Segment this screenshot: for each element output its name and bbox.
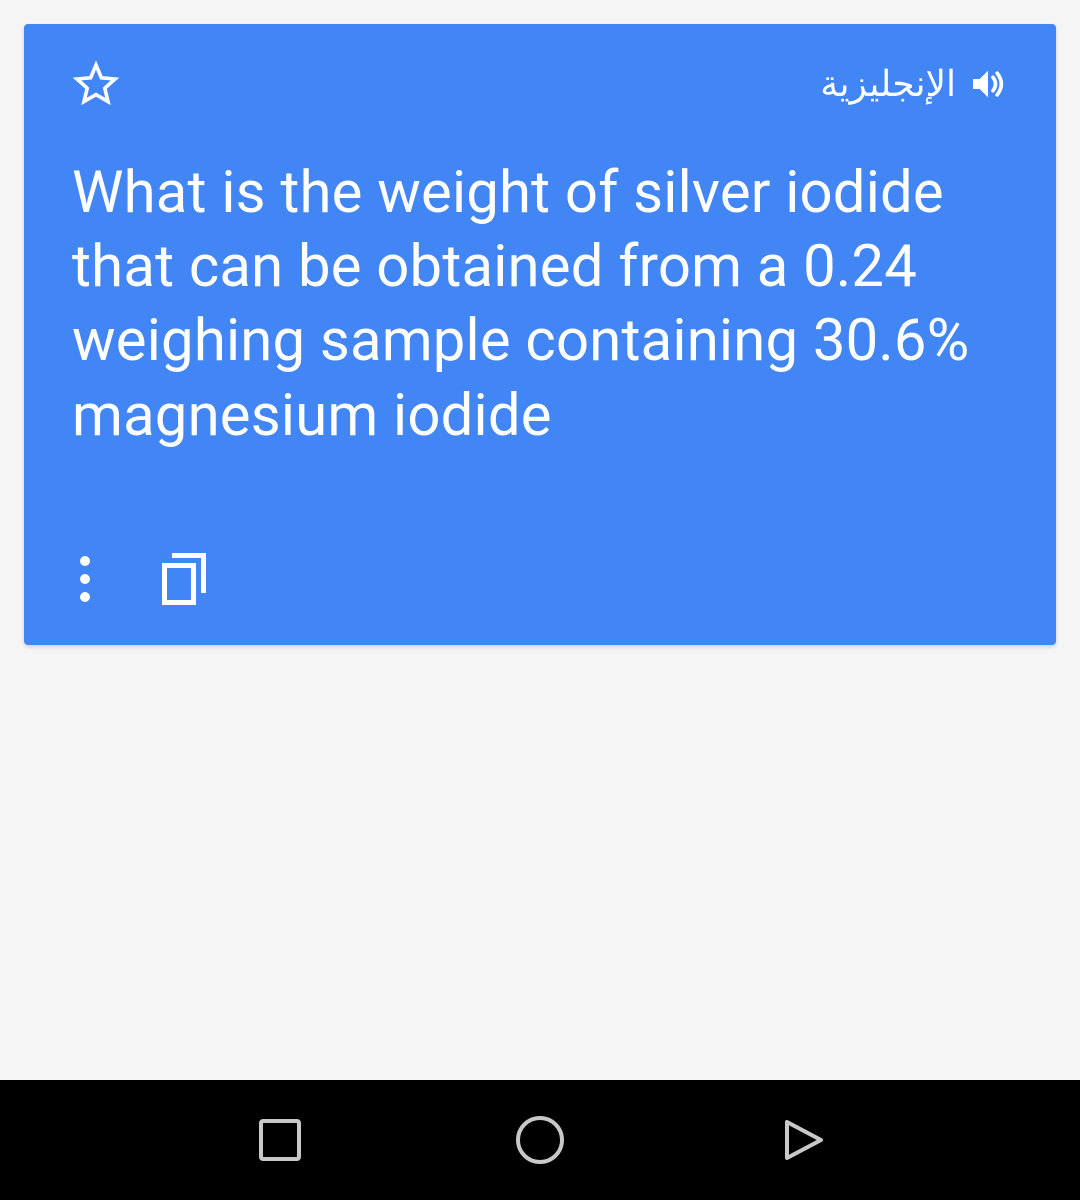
android-nav-bar — [0, 1080, 1080, 1200]
content-area: الإنجليزية What is the weight of silver … — [0, 0, 1080, 1080]
favorite-star-icon[interactable] — [72, 60, 120, 108]
translation-text: What is the weight of silver iodide that… — [72, 156, 1008, 453]
card-footer — [72, 553, 1008, 605]
back-button[interactable] — [775, 1115, 825, 1165]
card-header: الإنجليزية — [72, 60, 1008, 108]
more-options-icon[interactable] — [80, 556, 90, 602]
language-label: الإنجليزية — [820, 63, 956, 105]
home-button[interactable] — [515, 1115, 565, 1165]
speaker-icon[interactable] — [968, 64, 1008, 104]
recent-apps-button[interactable] — [255, 1115, 305, 1165]
language-section: الإنجليزية — [820, 63, 1008, 105]
translation-card: الإنجليزية What is the weight of silver … — [24, 24, 1056, 645]
copy-icon[interactable] — [162, 553, 206, 605]
